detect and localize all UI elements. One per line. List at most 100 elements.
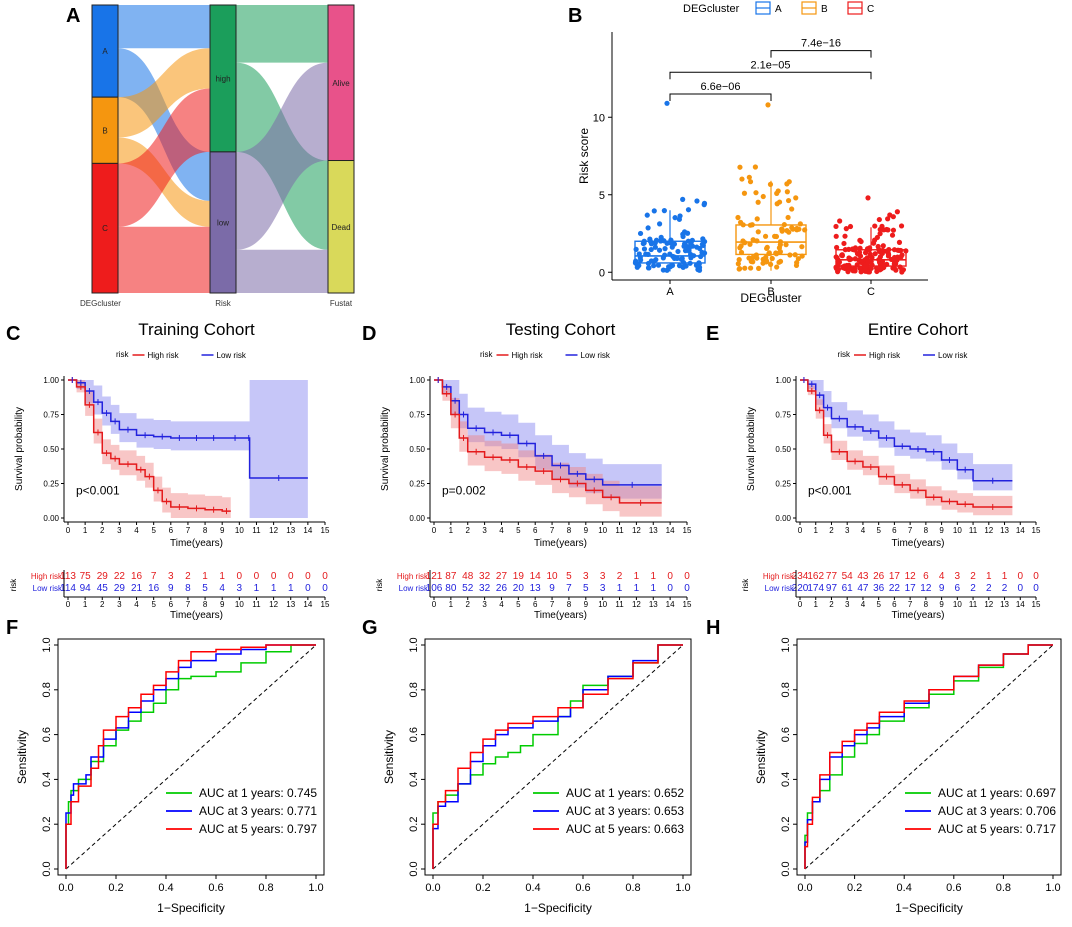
x-tick-label: 14 xyxy=(666,526,675,535)
y-tick-label: 0.0 xyxy=(780,861,792,876)
sankey-node-label: A xyxy=(102,47,108,56)
risk-row-label-high: High risk xyxy=(31,572,63,581)
roc-entire-panel: 0.0 0.0 0.2 0.2 0.4 0.4 0.6 0.6 0.8 0.8 1.0 1.0 1−Sp… xyxy=(754,637,1062,915)
panel-label-a: A xyxy=(66,5,80,27)
y-tick-label: 0.25 xyxy=(409,480,425,489)
x-axis-title: 1−Specificity xyxy=(895,901,963,915)
risk-count-high: 3 xyxy=(583,571,589,582)
risk-table-x-tick-label: 9 xyxy=(939,600,944,609)
y-tick-label: 0.50 xyxy=(43,445,59,454)
jitter-point xyxy=(777,249,783,255)
jitter-point xyxy=(833,233,839,239)
risk-row-label-high: High risk xyxy=(763,572,795,581)
x-tick-label: 10 xyxy=(235,526,244,535)
sankey-flow xyxy=(236,249,328,293)
jitter-point xyxy=(747,241,753,247)
risk-count-high: 77 xyxy=(826,571,838,582)
sankey-flow xyxy=(118,48,210,201)
risk-table-x-tick-label: 9 xyxy=(220,600,225,609)
risk-count-high: 1 xyxy=(634,571,640,582)
risk-table-x-tick-label: 15 xyxy=(1032,600,1041,609)
risk-table-x-tick-label: 13 xyxy=(649,600,658,609)
x-axis-title: Time(years) xyxy=(170,538,223,549)
x-tick-label: 11 xyxy=(252,526,261,535)
risk-count-low: 21 xyxy=(131,583,143,594)
p-value: p=0.002 xyxy=(442,484,486,498)
x-tick-label: 0.6 xyxy=(946,882,961,894)
jitter-point xyxy=(872,223,878,229)
x-tick-label: 10 xyxy=(598,526,607,535)
jitter-point xyxy=(889,232,896,238)
jitter-point xyxy=(862,265,868,272)
risk-table-x-tick-label: 6 xyxy=(533,600,538,609)
significance-bracket xyxy=(770,50,872,58)
x-tick-label: 5 xyxy=(516,526,521,535)
risk-table-x-tick-label: 10 xyxy=(598,600,607,609)
risk-count-high: 0 xyxy=(1033,571,1039,582)
roc-curve-blue xyxy=(65,644,316,869)
risk-count-high: 0 xyxy=(237,571,243,582)
jitter-point xyxy=(876,216,882,223)
jitter-point xyxy=(742,265,748,271)
jitter-point xyxy=(894,209,900,215)
jitter-point xyxy=(799,244,805,250)
risk-table-x-tick-label: 10 xyxy=(953,600,962,609)
y-axis-title: Sensitivity xyxy=(15,730,29,784)
jitter-point xyxy=(899,267,905,273)
jitter-point xyxy=(784,189,790,195)
x-tick-label: 12 xyxy=(269,526,278,535)
y-tick-label: 1.0 xyxy=(408,637,420,652)
risk-count-high: 12 xyxy=(905,571,917,582)
roc-testing-panel: 0.0 0.0 0.2 0.2 0.4 0.4 0.6 0.6 0.8 0.8 1.0 1.0 1−Sp… xyxy=(382,637,692,915)
sankey-node-label: Dead xyxy=(331,223,350,232)
risk-row-label-low: Low risk xyxy=(765,584,795,593)
jitter-point xyxy=(648,241,655,247)
jitter-point xyxy=(656,247,663,253)
sankey-node-label: high xyxy=(215,74,230,83)
x-tick-label: 7 xyxy=(186,526,191,535)
y-tick-label: 1.00 xyxy=(43,376,59,385)
risk-table-x-tick-label: 4 xyxy=(861,600,866,609)
jitter-point xyxy=(675,248,681,255)
risk-count-high: 234 xyxy=(792,571,809,582)
x-tick-label: 9 xyxy=(220,526,225,535)
plot-frame xyxy=(57,638,325,876)
jitter-point xyxy=(857,237,863,243)
jitter-point xyxy=(684,230,691,236)
jitter-point xyxy=(786,179,792,185)
y-tick-label: 0.25 xyxy=(775,480,791,489)
x-axis-title: DEGcluster xyxy=(740,291,801,305)
risk-count-high: 3 xyxy=(168,571,174,582)
outlier-point xyxy=(765,102,771,108)
jitter-point xyxy=(836,259,843,265)
jitter-point xyxy=(793,195,799,201)
jitter-point xyxy=(899,252,905,258)
y-axis-title: Survival probability xyxy=(14,407,25,491)
legend-label: AUC at 3 years: 0.653 xyxy=(566,804,684,818)
jitter-point xyxy=(785,197,792,204)
jitter-point xyxy=(785,214,791,221)
legend-label-low: Low risk xyxy=(217,351,247,360)
jitter-point xyxy=(652,244,658,250)
risk-table-x-tick-label: 9 xyxy=(584,600,589,609)
jitter-point xyxy=(676,216,683,222)
x-tick-label: C xyxy=(867,286,875,298)
jitter-point xyxy=(682,248,689,254)
y-tick-label: 1.00 xyxy=(409,376,425,385)
jitter-point xyxy=(886,252,892,258)
x-tick-label: 1 xyxy=(814,526,819,535)
x-tick-label: 8 xyxy=(567,526,572,535)
risk-count-low: 36 xyxy=(873,583,885,594)
risk-count-low: 97 xyxy=(826,583,838,594)
risk-count-high: 0 xyxy=(288,571,294,582)
jitter-point xyxy=(701,202,707,208)
x-tick-label: 0.2 xyxy=(475,882,490,894)
risk-table-label: risk xyxy=(741,578,750,591)
risk-count-high: 1 xyxy=(1002,571,1008,582)
y-tick-label: 0.75 xyxy=(43,411,59,420)
risk-table-label: risk xyxy=(375,578,384,591)
x-tick-label: 13 xyxy=(286,526,295,535)
high-risk-ci-band xyxy=(434,380,662,517)
y-tick-label: 0.2 xyxy=(41,817,53,832)
risk-table-x-tick-label: 13 xyxy=(1000,600,1009,609)
